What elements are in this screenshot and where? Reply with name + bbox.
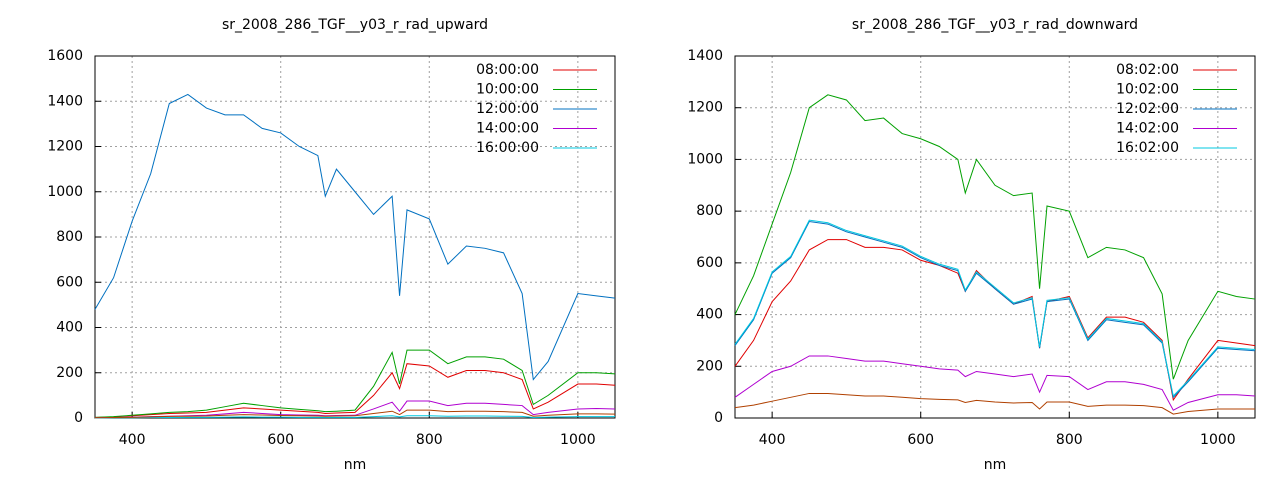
chart-title: sr_2008_286_TGF__y03_r_rad_upward — [222, 17, 488, 33]
x-tick-label: 1000 — [560, 432, 596, 448]
legend-label: 10:00:00 — [476, 82, 539, 98]
y-tick-label: 200 — [696, 358, 723, 374]
x-axis-label: nm — [984, 457, 1007, 473]
series-line — [94, 349, 616, 418]
y-tick-label: 800 — [696, 203, 723, 219]
x-tick-label: 400 — [119, 432, 146, 448]
series-line — [94, 363, 616, 419]
series-line — [94, 93, 616, 381]
y-tick-label: 0 — [714, 410, 723, 426]
y-tick-label: 200 — [56, 365, 83, 381]
legend-label: 14:00:00 — [476, 121, 539, 137]
y-tick-label: 1000 — [47, 184, 83, 200]
legend-label: 10:02:00 — [1116, 82, 1179, 98]
legend-label: 12:02:00 — [1116, 101, 1179, 117]
series-line — [94, 415, 615, 419]
x-tick-label: 1000 — [1200, 432, 1236, 448]
x-axis-label: nm — [344, 457, 367, 473]
x-tick-label: 800 — [416, 432, 443, 448]
y-tick-label: 1400 — [47, 93, 83, 109]
y-tick-label: 1400 — [687, 48, 723, 64]
x-tick-label: 600 — [907, 432, 934, 448]
y-tick-label: 1600 — [47, 48, 83, 64]
legend-label: 16:00:00 — [476, 140, 539, 156]
plot-frame — [734, 55, 1256, 419]
series-line — [734, 355, 1256, 411]
x-tick-label: 400 — [759, 432, 786, 448]
x-tick-label: 800 — [1056, 432, 1083, 448]
legend-label: 08:00:00 — [476, 62, 539, 78]
y-tick-label: 1200 — [47, 139, 83, 155]
series-line — [734, 392, 1255, 415]
y-tick-label: 1200 — [687, 100, 723, 116]
x-tick-label: 600 — [267, 432, 294, 448]
y-tick-label: 600 — [56, 274, 83, 290]
series-line — [734, 239, 1256, 402]
y-tick-label: 1000 — [687, 151, 723, 167]
y-tick-label: 400 — [696, 307, 723, 323]
legend-label: 12:00:00 — [476, 101, 539, 117]
series-line — [94, 409, 616, 419]
y-tick-label: 600 — [696, 255, 723, 271]
series-line — [734, 219, 1256, 398]
plot-frame — [94, 55, 616, 419]
legend-label: 14:02:00 — [1116, 121, 1179, 137]
chart-title: sr_2008_286_TGF__y03_r_rad_downward — [852, 17, 1138, 33]
y-tick-label: 800 — [56, 229, 83, 245]
y-tick-label: 0 — [74, 410, 83, 426]
series-line — [734, 94, 1256, 380]
legend-label: 16:02:00 — [1116, 140, 1179, 156]
legend-label: 08:02:00 — [1116, 62, 1179, 78]
y-tick-label: 400 — [56, 320, 83, 336]
